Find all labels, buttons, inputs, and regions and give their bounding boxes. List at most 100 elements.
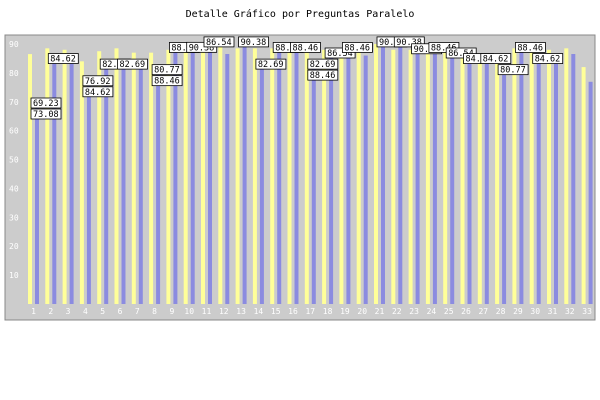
bar-series-2 xyxy=(35,104,39,304)
bar-series-2 xyxy=(86,81,91,304)
data-label-text: 86.54 xyxy=(327,49,353,59)
bar-series-1 xyxy=(564,48,569,305)
data-label-box xyxy=(480,53,512,64)
bar-series-1 xyxy=(131,52,136,304)
bar-series-1 xyxy=(460,54,465,304)
x-tick-label: 18 xyxy=(323,307,333,316)
x-tick-label: 15 xyxy=(271,307,281,316)
x-tick-label: 13 xyxy=(236,307,246,316)
data-label: 82.69 xyxy=(255,58,287,70)
data-label: 88.46 xyxy=(341,42,373,53)
data-label-text: 84.62 xyxy=(466,55,492,65)
y-tick-label: 30 xyxy=(9,213,19,222)
bar-series-2 xyxy=(415,49,420,305)
bar-series-2 xyxy=(329,53,334,304)
x-tick-label: 32 xyxy=(565,307,575,316)
data-label-box xyxy=(515,42,546,53)
y-tick-label: 20 xyxy=(9,242,19,251)
data-label-text: 73.08 xyxy=(33,110,59,120)
data-label-box xyxy=(497,64,529,76)
y-tick-label: 10 xyxy=(9,271,19,280)
data-label: 84.62 xyxy=(47,53,79,65)
bar-series-1 xyxy=(339,48,344,305)
chart-title: Detalle Gráfico por Preguntas Paralelo xyxy=(185,9,415,20)
data-label-box xyxy=(151,75,183,87)
bar-series-1 xyxy=(477,59,482,305)
bar-series-2 xyxy=(156,70,161,304)
bar-series-1 xyxy=(114,48,119,305)
data-label-box xyxy=(151,64,183,76)
data-label-text: 82.69 xyxy=(258,60,284,70)
bar-series-1 xyxy=(322,49,327,305)
data-label-box xyxy=(341,42,373,53)
bar-series-2 xyxy=(52,59,57,304)
bar-series-1 xyxy=(149,52,154,304)
bar-series-1 xyxy=(218,45,223,304)
data-label-text: 88.46 xyxy=(310,71,336,81)
data-label-box xyxy=(428,42,460,53)
data-label: 88.46 xyxy=(290,42,321,53)
data-label-text: 88.46 xyxy=(431,43,457,53)
x-tick-label: 29 xyxy=(513,307,523,316)
bar-series-1 xyxy=(270,48,275,305)
data-label-text: 69.23 xyxy=(33,99,59,109)
bar-series-1 xyxy=(304,49,309,305)
x-tick-label: 33 xyxy=(582,307,592,316)
y-tick-label: 40 xyxy=(9,184,19,193)
data-label-box xyxy=(82,75,114,87)
x-tick-label: 22 xyxy=(392,307,402,316)
x-tick-label: 2 xyxy=(48,307,53,316)
bar-series-1 xyxy=(408,49,413,305)
data-label-text: 90.38 xyxy=(189,43,215,53)
data-label-text: 90.38 xyxy=(241,38,267,48)
data-label: 73.08 xyxy=(30,108,62,120)
bar-series-1 xyxy=(28,54,32,304)
x-tick-label: 24 xyxy=(427,307,437,316)
data-label-box xyxy=(203,36,235,48)
y-tick-label: 80 xyxy=(9,69,19,78)
bar-series-2 xyxy=(381,42,385,304)
bar-series-2 xyxy=(519,48,524,305)
bar-series-1 xyxy=(425,49,430,305)
bar-series-2 xyxy=(484,59,489,304)
data-label: 90.38 xyxy=(186,41,218,53)
bar-series-1 xyxy=(443,48,448,305)
data-label-box xyxy=(47,53,79,64)
data-label-box xyxy=(307,58,339,70)
x-tick-label: 16 xyxy=(288,307,298,316)
x-tick-label: 8 xyxy=(152,307,157,316)
bar-series-1 xyxy=(287,48,292,305)
x-tick-label: 23 xyxy=(409,307,419,316)
x-tick-label: 10 xyxy=(184,307,194,316)
bar-series-1 xyxy=(512,48,517,305)
bar-series-1 xyxy=(97,51,102,304)
y-tick-label: 90 xyxy=(9,40,19,49)
data-label: 84.62 xyxy=(82,86,114,98)
bar-series-2 xyxy=(363,55,368,304)
data-label-text: 88.46 xyxy=(171,43,197,53)
data-label: 80.77 xyxy=(151,64,183,76)
bar-series-1 xyxy=(547,49,551,305)
x-tick-label: 21 xyxy=(375,307,385,316)
data-label-text: 84.62 xyxy=(483,55,509,65)
x-tick-label: 6 xyxy=(118,307,123,316)
data-label: 82.69 xyxy=(307,58,339,70)
data-label-text: 90.38 xyxy=(379,38,405,48)
data-label-box xyxy=(30,108,62,120)
bar-series-1 xyxy=(235,48,240,305)
bar-series-2 xyxy=(346,48,351,305)
bar-series-2 xyxy=(450,53,455,304)
data-label-text: 84.62 xyxy=(85,88,111,98)
data-label-text: 86.54 xyxy=(206,38,232,48)
x-tick-label: 28 xyxy=(496,307,506,316)
data-label: 69.23 xyxy=(30,97,62,109)
x-tick-label: 12 xyxy=(219,307,229,316)
data-label-text: 88.46 xyxy=(344,43,370,53)
x-tick-label: 4 xyxy=(83,307,88,316)
bar-series-2 xyxy=(311,65,316,305)
x-tick-label: 25 xyxy=(444,307,454,316)
data-label: 76.92 xyxy=(82,75,114,87)
data-label-box xyxy=(186,41,218,53)
data-label: 90.38 xyxy=(393,36,425,48)
bar-series-1 xyxy=(166,49,171,305)
